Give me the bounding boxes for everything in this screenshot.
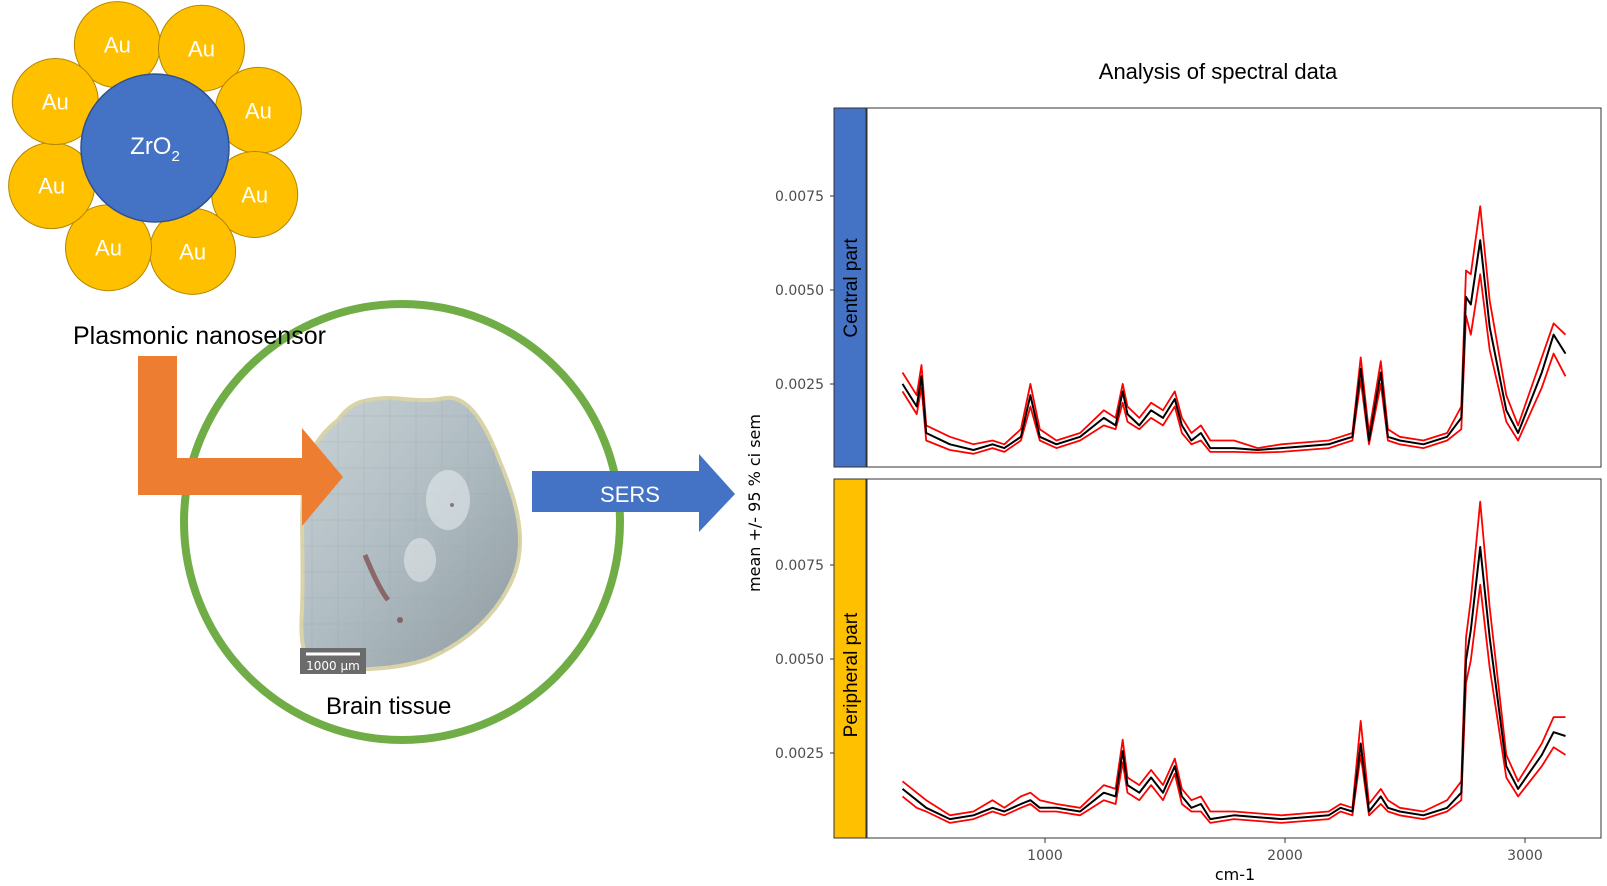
ytick-label: 0.0050: [775, 652, 824, 668]
gold-particle-label: Au: [188, 36, 215, 61]
plasmonic-nanosensor-graphic: Au Au Au Au Au Au Au Au ZrO2: [8, 1, 302, 295]
ytick-label: 0.0025: [775, 746, 824, 762]
panel-peripheral-part: Peripheral part 0.0075 0.0050 0.0025: [775, 478, 1602, 839]
plot-area-central-part: [866, 107, 1602, 468]
scale-bar-box: [300, 648, 366, 674]
sers-label: SERS: [600, 482, 660, 507]
gold-particle-label: Au: [241, 182, 268, 207]
ytick-label: 0.0075: [775, 558, 824, 574]
ci-upper-line: [901, 205, 1567, 450]
panel-central-part: Central part 0.0075 0.0050 0.0025: [775, 107, 1602, 468]
zro2-core-label: ZrO2: [130, 133, 180, 165]
strip-label-peripheral-part: Peripheral part: [841, 612, 862, 737]
plot-area-peripheral-part: [866, 478, 1602, 839]
spectral-chart: Analysis of spectral data mean +/- 95 % …: [745, 59, 1602, 884]
mean-line: [901, 239, 1567, 451]
mean-line: [901, 546, 1566, 821]
gold-particle-label: Au: [104, 33, 131, 58]
xtick-label: 3000: [1507, 848, 1543, 864]
gold-particle-label: Au: [42, 90, 69, 115]
ci-lower-line: [901, 583, 1566, 824]
gold-particle-label: Au: [245, 98, 272, 123]
series-marks-central-part: [901, 205, 1567, 455]
strip-label-central-part: Central part: [841, 238, 862, 338]
brain-tissue-image: 1000 µm: [299, 395, 522, 674]
gold-particle-label: Au: [95, 236, 122, 261]
xtick-label: 2000: [1267, 848, 1303, 864]
nanosensor-caption: Plasmonic nanosensor: [73, 322, 326, 350]
gold-nanoparticle-shell: Au Au Au Au Au Au Au Au: [8, 1, 302, 295]
strip-peripheral-part: [833, 478, 867, 839]
chart-title: Analysis of spectral data: [1099, 59, 1338, 84]
series-marks-peripheral-part: [901, 500, 1566, 824]
scale-bar-label: 1000 µm: [306, 659, 360, 673]
tissue-ring: [180, 300, 624, 744]
ci-upper-line: [901, 500, 1566, 817]
y-axis-label: mean +/- 95 % ci sem: [745, 414, 764, 592]
zro2-core: [80, 73, 230, 223]
xtick-label: 1000: [1027, 848, 1063, 864]
ytick-label: 0.0075: [775, 189, 824, 205]
orange-bent-arrow: [138, 356, 343, 526]
brain-tissue-caption: Brain tissue: [326, 693, 452, 720]
x-axis-label: cm-1: [1215, 865, 1255, 884]
gold-particle-label: Au: [179, 239, 206, 264]
sers-arrow: [532, 454, 735, 532]
ytick-label: 0.0025: [775, 377, 824, 393]
ytick-label: 0.0050: [775, 283, 824, 299]
gold-particle-label: Au: [38, 174, 65, 199]
strip-central-part: [833, 107, 867, 468]
